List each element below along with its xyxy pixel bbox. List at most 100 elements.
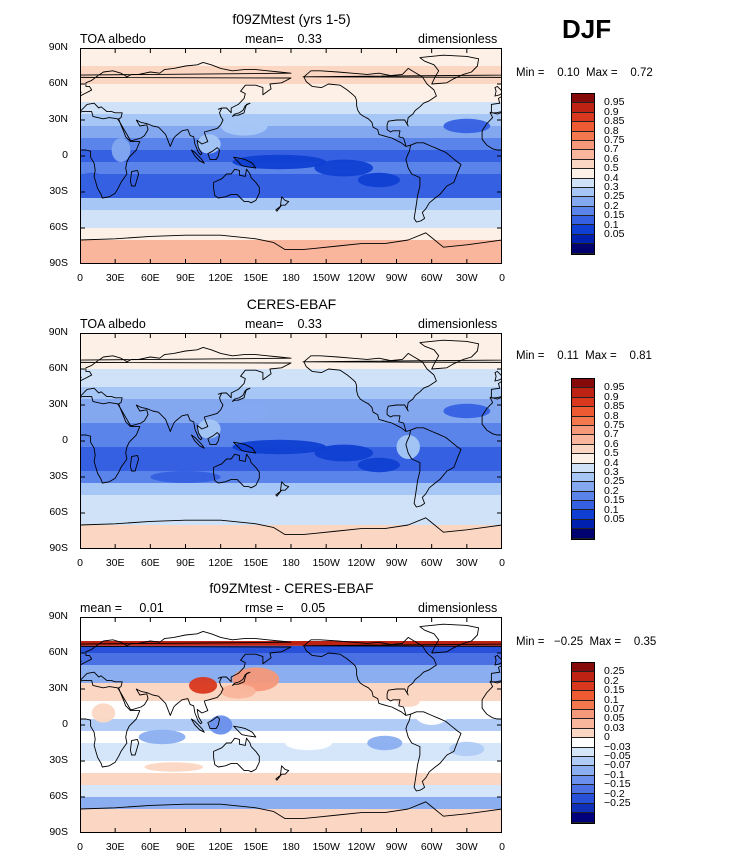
- madagascar-coastline: [129, 169, 140, 187]
- colorbar-label: 0.8: [604, 409, 619, 422]
- colorbar-label: −0.15: [604, 778, 631, 791]
- colorbar-label: 0.05: [604, 513, 625, 525]
- colorbar-swatch: [572, 159, 594, 170]
- panel-3-title: f09ZMtest - CERES-EBAF: [209, 580, 374, 596]
- map-band: [80, 399, 502, 411]
- colorbar-label: 0.4: [604, 171, 619, 184]
- sumatra-coastline: [190, 149, 205, 164]
- colorbar-label: −0.25: [604, 797, 631, 809]
- colorbar-label: 0.1: [604, 503, 619, 516]
- colorbar-box: [571, 378, 595, 540]
- lon-tick-label: 60E: [140, 841, 160, 853]
- map-feature: [279, 774, 350, 784]
- colorbar-label: 0.5: [604, 162, 619, 175]
- colorbar-label: 0.7: [604, 143, 619, 156]
- colorbar-swatch: [572, 747, 594, 757]
- lon-tick-label: 120E: [208, 841, 233, 853]
- lat-tick-label: 0: [62, 718, 68, 730]
- lon-tick-label: 30W: [456, 272, 478, 284]
- new-zealand-coastline: [275, 196, 290, 212]
- colorbar-label: 0.2: [604, 199, 619, 212]
- lat-tick-label: 90N: [48, 610, 68, 622]
- madagascar-coastline: [129, 454, 140, 472]
- map-band: [80, 114, 502, 126]
- lat-tick-label: 30N: [48, 682, 68, 694]
- colorbar-swatch: [572, 766, 594, 776]
- colorbar-swatch: [572, 501, 594, 511]
- australia-coastline: [213, 453, 260, 489]
- map-band: [80, 66, 502, 84]
- colorbar-label: 0.07: [604, 703, 625, 715]
- borneo-coastline: [207, 716, 220, 730]
- map-band: [80, 198, 502, 210]
- new-guinea-coastline: [233, 156, 257, 169]
- map-band: [80, 483, 502, 495]
- colorbar-label: 0.95: [604, 96, 625, 109]
- colorbar-label: 0.75: [604, 134, 625, 146]
- map-feature: [357, 457, 401, 473]
- lon-tick-label: 0: [77, 272, 83, 284]
- panel-2-title: CERES-EBAF: [246, 296, 337, 312]
- lon-tick-label: 0: [499, 557, 505, 569]
- colorbar-swatch: [572, 131, 594, 141]
- africa-coastline-wrap: [481, 680, 502, 720]
- eurasia-coastline: [80, 346, 292, 441]
- map-feature: [189, 677, 218, 694]
- lon-tick-label: 30W: [456, 841, 478, 853]
- colorbar-swatch: [572, 672, 594, 682]
- map-band: [80, 126, 502, 138]
- colorbar-label: 0.9: [604, 105, 619, 118]
- colorbar-box: [571, 93, 595, 255]
- colorbar-label: 0.25: [604, 190, 625, 203]
- map-feature: [197, 134, 221, 154]
- colorbar-swatch: [572, 510, 594, 520]
- colorbar-label: −0.03: [604, 740, 631, 753]
- panel-1-title: f09ZMtest (yrs 1-5): [232, 11, 351, 27]
- colorbar-label: −0.1: [604, 768, 625, 781]
- lat-tick-label: 90S: [49, 257, 68, 269]
- colorbar-label: 0.2: [604, 674, 619, 687]
- map-band: [80, 387, 502, 399]
- colorbar-label: 0.3: [604, 466, 619, 478]
- lon-tick-label: 0: [77, 841, 83, 853]
- africa-coastline: [80, 680, 141, 768]
- new-zealand-coastline: [275, 765, 290, 781]
- lon-tick-label: 150W: [312, 272, 340, 284]
- lon-tick-label: 150E: [243, 557, 269, 569]
- colorbar-label: 0.85: [604, 115, 625, 128]
- panel-3-mean-label: mean = 0.01: [80, 601, 164, 615]
- colorbar-label: −0.07: [604, 759, 631, 772]
- new-guinea-coastline: [233, 441, 257, 454]
- colorbar-label: 0.05: [604, 228, 625, 240]
- map-band: [80, 423, 502, 435]
- colorbar-swatch: [572, 435, 594, 445]
- colorbar-label: 0.15: [604, 684, 625, 697]
- south-america-coastline: [405, 711, 462, 792]
- lon-tick-label: 60W: [420, 272, 443, 284]
- panel-1-variable-label: TOA albedo: [80, 32, 146, 46]
- colorbar-swatch: [572, 794, 594, 804]
- colorbar-label: 0.9: [604, 390, 619, 403]
- colorbar-swatch: [572, 397, 594, 408]
- season-label: DJF: [562, 14, 612, 44]
- colorbar-swatch: [572, 491, 594, 502]
- colorbar-label: 0.5: [604, 447, 619, 460]
- map-feature: [367, 735, 403, 751]
- map-band: [80, 210, 502, 228]
- colorbar-swatch: [572, 379, 594, 389]
- new-guinea-coastline: [233, 725, 257, 738]
- colorbar-label: 0.25: [604, 665, 625, 678]
- colorbar-swatch: [572, 728, 594, 739]
- colorbar-label: 0.05: [604, 712, 625, 725]
- colorbar-label: 0.1: [604, 693, 619, 706]
- panel-1-mean-label: mean= 0.33: [245, 32, 322, 46]
- map-band: [80, 228, 502, 240]
- colorbar-swatch: [572, 738, 594, 748]
- colorbar-label: 0: [604, 731, 610, 744]
- japan-coastline: [231, 671, 251, 686]
- map-band: [80, 186, 502, 198]
- colorbar-swatch: [572, 178, 594, 188]
- africa-coastline: [80, 111, 141, 199]
- lat-tick-label: 60S: [49, 506, 68, 518]
- colorbar-label: −0.2: [604, 787, 625, 800]
